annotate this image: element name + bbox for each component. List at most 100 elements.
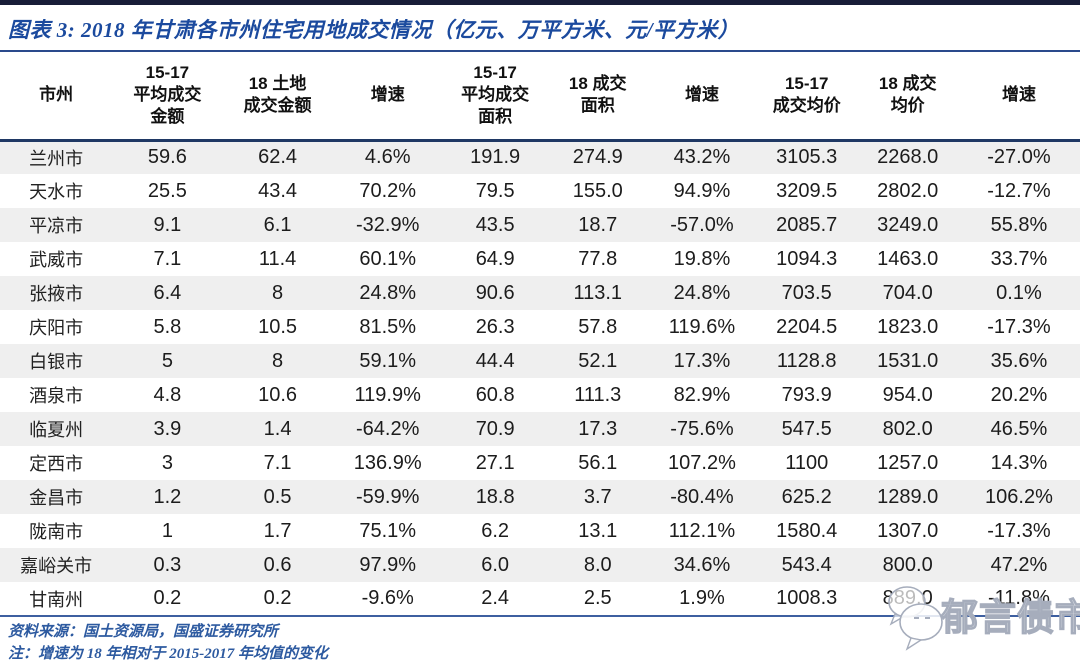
value-cell: -17.3%: [987, 315, 1051, 338]
value-cell: 155.0: [572, 179, 623, 202]
value-cell: 119.6%: [668, 315, 736, 338]
table-row: 甘南州 0.2 0.2 -9.6% 2.4 2.5 1.9% 1008.3 889.0 -11.8…: [0, 582, 1080, 616]
value-cell: 46.5%: [990, 417, 1048, 440]
value-cell: 106.2%: [985, 485, 1053, 508]
col-header-amount-1517: 15-17 平均成交 金额: [112, 52, 223, 142]
table-row: 酒泉市 4.8 10.6 119.9% 60.8 111.3 82.9% 793.9 954.0…: [0, 378, 1080, 412]
value-cell: 70.9: [475, 417, 515, 440]
value-cell: 33.7%: [990, 247, 1048, 270]
value-cell: -32.9%: [356, 213, 420, 236]
value-cell: 10.5: [258, 315, 298, 338]
value-cell: 10.6: [258, 383, 298, 406]
value-cell: 6.1: [263, 213, 292, 236]
col-header-city: 市州: [0, 52, 113, 142]
value-cell: 703.5: [781, 281, 832, 304]
value-cell: 793.9: [781, 383, 832, 406]
value-cell: 26.3: [475, 315, 515, 338]
col-header-area-18: 18 成交 面积: [547, 52, 648, 142]
value-cell: 5: [161, 349, 173, 372]
value-cell: 1823.0: [877, 315, 939, 338]
value-cell: 43.5: [475, 213, 515, 236]
table-row: 陇南市 1 1.7 75.1% 6.2 13.1 112.1% 1580.4 1307.0 -17…: [0, 514, 1080, 548]
value-cell: 0.1%: [996, 281, 1042, 304]
value-cell: 59.6: [147, 146, 187, 169]
value-cell: 625.2: [781, 485, 832, 508]
value-cell: -75.6%: [670, 417, 734, 440]
value-cell: 24.8%: [359, 281, 417, 304]
value-cell: 800.0: [882, 553, 933, 576]
value-cell: 0.3: [153, 553, 182, 576]
value-cell: 2268.0: [877, 146, 939, 169]
value-cell: 43.4: [258, 179, 298, 202]
value-cell: 90.6: [475, 281, 515, 304]
value-cell: 6.0: [481, 553, 510, 576]
value-cell: 4.8: [153, 383, 182, 406]
value-cell: 2085.7: [776, 213, 838, 236]
value-cell: 17.3%: [673, 349, 731, 372]
value-cell: 1.9%: [679, 587, 725, 609]
value-cell: 0.6: [263, 553, 292, 576]
col-header-price-1517: 15-17 成交均价: [755, 52, 858, 142]
table-row: 临夏州 3.9 1.4 -64.2% 70.9 17.3 -75.6% 547.5 802.0 4…: [0, 412, 1080, 446]
value-cell: 8: [271, 349, 284, 372]
value-cell: -9.6%: [361, 587, 414, 609]
value-cell: 52.1: [578, 349, 618, 372]
table-row: 定西市 3 7.1 136.9% 27.1 56.1 107.2% 1100 1257.0 14.…: [0, 446, 1080, 480]
table-body: 兰州市 59.6 62.4 4.6% 191.9 274.9 43.2% 3105.3 2268…: [0, 140, 1080, 616]
city-name-cell: 临夏州: [29, 420, 84, 440]
table-header: 市州 15-17 平均成交 金额 18 土地 成交金额 增速 15-17 平均成…: [0, 52, 1080, 142]
city-name-cell: 白银市: [29, 352, 84, 372]
value-cell: 1463.0: [877, 247, 939, 270]
city-name-cell: 嘉峪关市: [20, 556, 93, 576]
value-cell: 70.2%: [359, 179, 417, 202]
value-cell: 79.5: [475, 179, 515, 202]
value-cell: 47.2%: [990, 553, 1048, 576]
value-cell: 18.7: [578, 213, 618, 236]
city-name-cell: 甘南州: [29, 589, 84, 610]
value-cell: 3: [161, 451, 173, 474]
value-cell: 35.6%: [990, 349, 1048, 372]
value-cell: 954.0: [882, 383, 933, 406]
table-row: 嘉峪关市 0.3 0.6 97.9% 6.0 8.0 34.6% 543.4 800.0 47.2…: [0, 548, 1080, 582]
growth-note: 注：增速为 18 年相对于 2015-2017 年均值的变化: [8, 645, 328, 660]
value-cell: -12.7%: [987, 179, 1051, 202]
city-name-cell: 天水市: [29, 182, 84, 202]
value-cell: 34.6%: [673, 553, 731, 576]
value-cell: 119.9%: [354, 383, 421, 406]
value-cell: 75.1%: [359, 519, 417, 542]
value-cell: -80.4%: [670, 485, 734, 508]
table-row: 平凉市 9.1 6.1 -32.9% 43.5 18.7 -57.0% 2085.7 3249.…: [0, 208, 1080, 242]
table-row: 武威市 7.1 11.4 60.1% 64.9 77.8 19.8% 1094.3 1463.0…: [0, 242, 1080, 276]
figure-title-text: 2018 年甘肃各市州住宅用地成交情况（亿元、万平方米、元/平方米）: [81, 18, 740, 42]
value-cell: 94.9%: [673, 179, 731, 202]
value-cell: 107.2%: [668, 451, 736, 474]
value-cell: 3.9: [153, 417, 182, 440]
value-cell: 6.2: [481, 519, 510, 542]
value-cell: 18.8: [475, 485, 515, 508]
value-cell: 11.4: [258, 247, 297, 270]
value-cell: 802.0: [882, 417, 933, 440]
value-cell: 1094.3: [776, 247, 838, 270]
value-cell: 1289.0: [877, 485, 939, 508]
value-cell: 543.4: [781, 553, 832, 576]
col-header-growth-price: 增速: [957, 52, 1080, 142]
value-cell: 3249.0: [877, 213, 939, 236]
value-cell: 704.0: [882, 281, 933, 304]
value-cell: 55.8%: [990, 213, 1048, 236]
table-footer: 资料来源：国土资源局，国盛证券研究所 注：增速为 18 年相对于 2015-20…: [0, 617, 1080, 660]
city-name-cell: 定西市: [29, 454, 84, 474]
value-cell: 20.2%: [990, 383, 1048, 406]
value-cell: -27.0%: [987, 146, 1051, 169]
value-cell: 1100: [785, 451, 829, 474]
value-cell: 112.1%: [668, 519, 736, 542]
city-name-cell: 武威市: [29, 250, 84, 270]
value-cell: 2.5: [583, 587, 612, 609]
value-cell: 1.4: [263, 417, 292, 440]
value-cell: 7.1: [263, 451, 292, 474]
value-cell: 111.3: [574, 383, 622, 406]
value-cell: 2.4: [481, 587, 510, 609]
value-cell: 1580.4: [776, 519, 838, 542]
figure-label: 图表 3:: [8, 18, 76, 42]
value-cell: 81.5%: [359, 315, 417, 338]
header-row: 市州 15-17 平均成交 金额 18 土地 成交金额 增速 15-17 平均成…: [0, 52, 1080, 142]
